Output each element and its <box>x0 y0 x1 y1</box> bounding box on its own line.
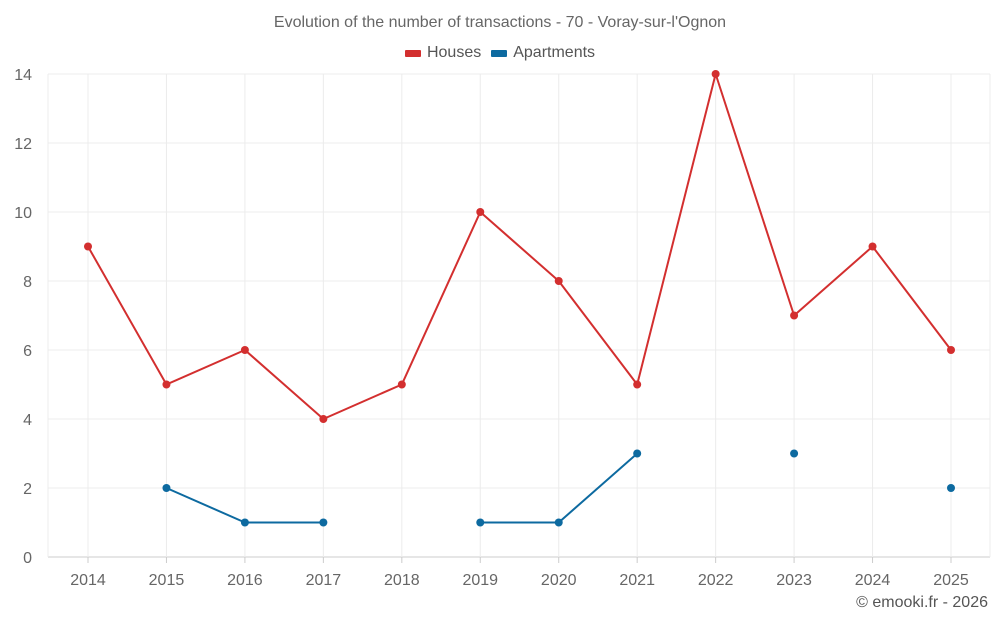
y-tick-label: 2 <box>23 481 32 498</box>
x-tick-label: 2024 <box>855 572 891 589</box>
data-point-houses[interactable] <box>711 70 720 78</box>
data-point-houses[interactable] <box>868 242 877 251</box>
legend-item-apartments[interactable]: Apartments <box>491 44 595 62</box>
data-point-houses[interactable] <box>476 208 485 216</box>
y-tick-label: 8 <box>23 274 32 291</box>
series-layer <box>84 70 955 527</box>
series-line-houses <box>87 73 952 420</box>
data-point-houses[interactable] <box>397 380 406 389</box>
data-point-houses[interactable] <box>319 415 328 423</box>
x-tick-label: 2025 <box>933 572 969 589</box>
data-point-apartments[interactable] <box>554 518 563 527</box>
x-tick-label: 2022 <box>698 572 734 589</box>
x-tick-label: 2015 <box>149 572 185 589</box>
x-tick-label: 2014 <box>70 572 106 589</box>
y-tick-label: 0 <box>23 550 32 567</box>
data-point-apartments[interactable] <box>947 484 955 492</box>
x-tick-label: 2018 <box>384 572 420 589</box>
data-point-houses[interactable] <box>554 277 563 285</box>
copyright-text: © emooki.fr - 2026 <box>856 594 988 611</box>
legend-swatch-apartments <box>491 49 508 57</box>
x-tick-label: 2016 <box>227 572 263 589</box>
data-point-houses[interactable] <box>947 346 955 354</box>
chart-title: Evolution of the number of transactions … <box>273 14 727 31</box>
y-tick-label: 12 <box>14 136 32 153</box>
data-point-houses[interactable] <box>790 311 799 320</box>
grid <box>47 73 991 558</box>
x-tick-label: 2023 <box>776 572 812 589</box>
y-tick-label: 4 <box>23 412 32 429</box>
data-point-apartments[interactable] <box>476 518 485 527</box>
data-point-houses[interactable] <box>633 380 642 389</box>
x-tick-label: 2021 <box>619 572 655 589</box>
data-point-houses[interactable] <box>240 346 249 354</box>
data-point-houses[interactable] <box>162 380 171 389</box>
legend-item-houses[interactable]: Houses <box>404 44 482 62</box>
data-point-apartments[interactable] <box>633 449 642 458</box>
axes: 0 2 4 6 8 10 12 14 2014 2015 2016 2017 2018 2019 2020 2… <box>14 67 969 589</box>
data-point-apartments[interactable] <box>162 484 171 492</box>
y-tick-label: 10 <box>14 205 32 222</box>
legend-swatch-houses <box>404 49 421 57</box>
data-point-apartments[interactable] <box>240 518 249 527</box>
legend-label-apartments: Apartments <box>513 44 596 61</box>
legend-label-houses: Houses <box>426 44 482 61</box>
data-point-apartments[interactable] <box>790 449 799 458</box>
y-tick-label: 14 <box>14 67 32 84</box>
legend: Houses Apartments <box>0 44 1000 62</box>
data-point-houses[interactable] <box>84 242 92 251</box>
x-tick-label: 2020 <box>541 572 577 589</box>
data-point-apartments[interactable] <box>319 518 328 527</box>
x-tick-label: 2019 <box>462 572 498 589</box>
x-tick-label: 2017 <box>306 572 342 589</box>
y-tick-label: 6 <box>23 343 32 360</box>
